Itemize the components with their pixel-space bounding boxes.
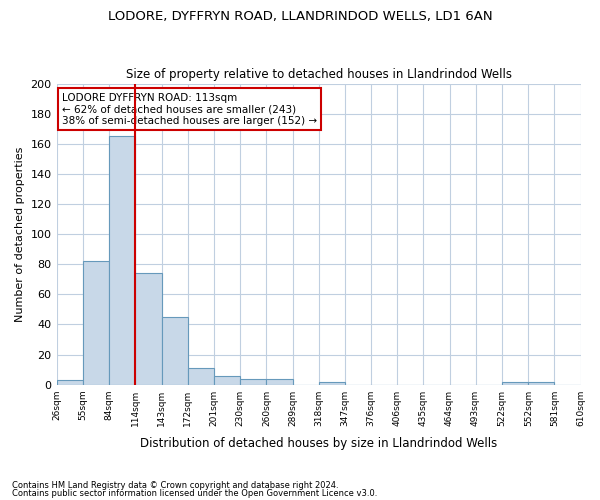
Text: LODORE, DYFFRYN ROAD, LLANDRINDOD WELLS, LD1 6AN: LODORE, DYFFRYN ROAD, LLANDRINDOD WELLS,…: [107, 10, 493, 23]
Bar: [239, 378, 266, 384]
Bar: [266, 378, 293, 384]
Bar: [136, 273, 161, 384]
Text: Contains HM Land Registry data © Crown copyright and database right 2024.: Contains HM Land Registry data © Crown c…: [12, 480, 338, 490]
X-axis label: Distribution of detached houses by size in Llandrindod Wells: Distribution of detached houses by size …: [140, 437, 497, 450]
Text: Contains public sector information licensed under the Open Government Licence v3: Contains public sector information licen…: [12, 489, 377, 498]
Bar: [214, 376, 239, 384]
Y-axis label: Number of detached properties: Number of detached properties: [15, 146, 25, 322]
Bar: [319, 382, 344, 384]
Bar: [161, 317, 188, 384]
Bar: [188, 368, 214, 384]
Title: Size of property relative to detached houses in Llandrindod Wells: Size of property relative to detached ho…: [125, 68, 512, 81]
Text: LODORE DYFFRYN ROAD: 113sqm
← 62% of detached houses are smaller (243)
38% of se: LODORE DYFFRYN ROAD: 113sqm ← 62% of det…: [62, 92, 317, 126]
Bar: [83, 261, 109, 384]
Bar: [529, 382, 554, 384]
Bar: [56, 380, 83, 384]
Bar: [109, 136, 134, 384]
Bar: [502, 382, 527, 384]
